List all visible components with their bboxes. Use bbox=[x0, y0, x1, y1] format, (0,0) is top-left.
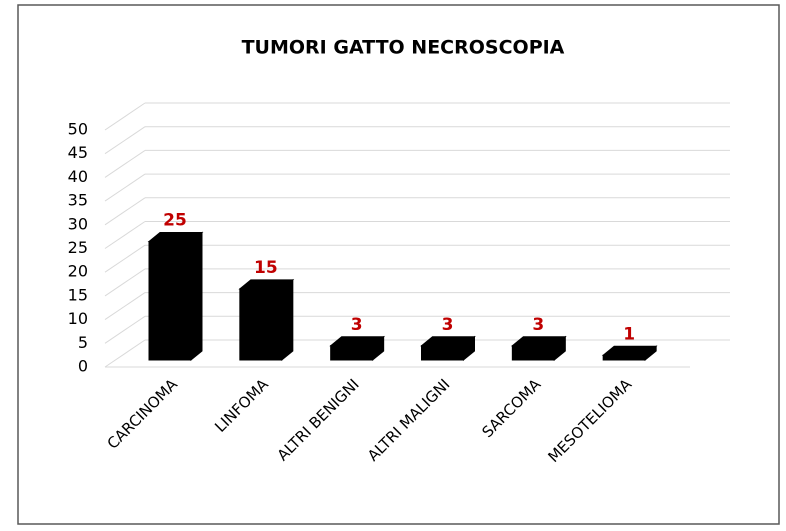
y-tick-label: 15 bbox=[68, 285, 88, 304]
y-tick-label: 45 bbox=[68, 143, 88, 162]
bar bbox=[238, 278, 295, 362]
bar bbox=[329, 335, 386, 362]
bar-side bbox=[372, 335, 385, 362]
data-label: 1 bbox=[623, 324, 635, 344]
bar-side bbox=[281, 278, 294, 362]
y-tick-label: 20 bbox=[68, 262, 88, 281]
bar bbox=[601, 345, 658, 362]
grid-line-side bbox=[104, 149, 146, 178]
bar-front bbox=[511, 345, 555, 361]
bar-side bbox=[190, 231, 203, 362]
y-tick-label: 10 bbox=[68, 309, 88, 328]
data-label: 3 bbox=[442, 315, 454, 335]
grid-line-side bbox=[104, 292, 146, 321]
bar-front bbox=[330, 345, 374, 361]
grid-line-side bbox=[104, 339, 146, 368]
bar-front bbox=[421, 345, 464, 361]
grid-line-side bbox=[104, 244, 146, 273]
y-tick-label: 40 bbox=[68, 167, 88, 186]
bar-side bbox=[463, 335, 475, 362]
y-tick-label: 35 bbox=[68, 191, 88, 210]
y-tick-label: 0 bbox=[78, 357, 88, 376]
bar bbox=[510, 335, 567, 362]
y-tick-label: 50 bbox=[68, 120, 88, 139]
grid-line-side bbox=[104, 173, 146, 202]
bar-side bbox=[644, 345, 657, 362]
grid-line-side bbox=[104, 221, 146, 249]
grid-line-side bbox=[104, 268, 146, 297]
data-label: 3 bbox=[532, 315, 544, 335]
grid-line-side bbox=[104, 197, 146, 226]
grid-line-side bbox=[104, 126, 146, 155]
bar-front bbox=[602, 354, 646, 361]
y-tick-label: 25 bbox=[68, 238, 88, 257]
grid-line-side bbox=[104, 102, 146, 131]
grid-line-side bbox=[104, 315, 146, 344]
data-label: 3 bbox=[351, 315, 363, 335]
bar-front bbox=[148, 241, 192, 361]
data-label: 25 bbox=[163, 211, 187, 231]
y-tick-label: 5 bbox=[78, 333, 88, 352]
chart-title: TUMORI GATTO NECROSCOPIA bbox=[242, 37, 565, 59]
chart-border bbox=[17, 4, 780, 525]
data-label: 15 bbox=[254, 258, 278, 278]
bar bbox=[420, 335, 476, 362]
bar-side bbox=[553, 335, 566, 362]
bar bbox=[147, 231, 204, 362]
bar-front bbox=[239, 288, 283, 361]
y-tick-label: 30 bbox=[68, 214, 88, 233]
